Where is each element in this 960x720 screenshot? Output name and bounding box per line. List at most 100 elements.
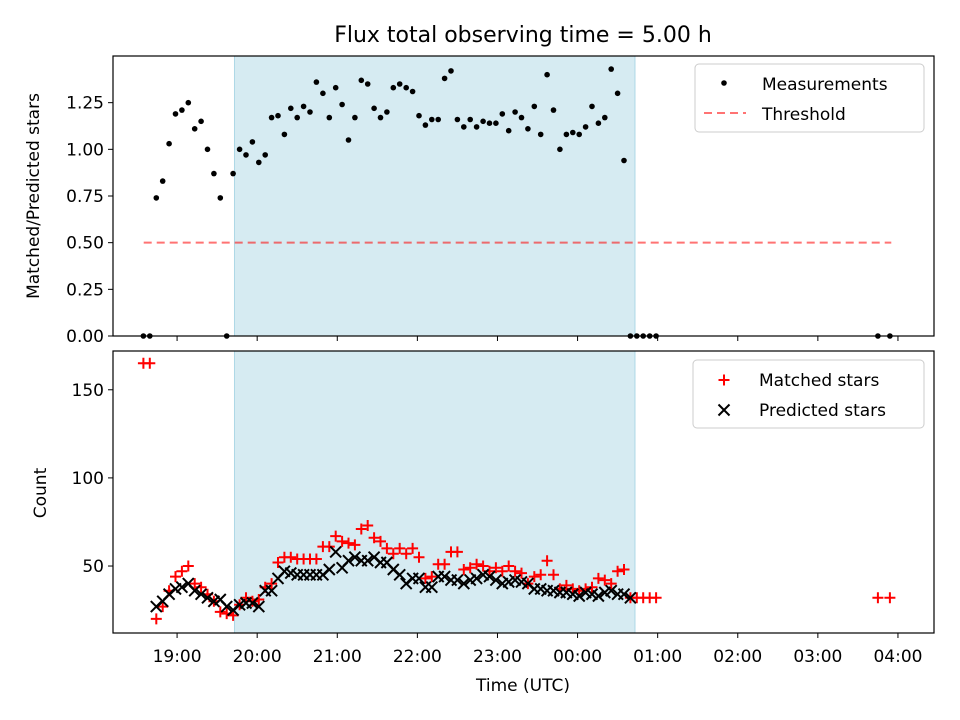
count-y-tick-label: 150	[72, 381, 104, 401]
ratio-panel: 0.00 0.25 0.50 0.75 1.00 1.25 Measurements Thre…	[66, 55, 935, 347]
matched-star-point	[560, 579, 572, 591]
measurement-point	[422, 122, 429, 128]
matched-star-point	[541, 555, 553, 567]
matched-star-point	[419, 572, 431, 584]
measurement-point	[461, 124, 467, 130]
measurement-point	[255, 159, 262, 166]
matched-star-point	[157, 601, 169, 613]
measurement-point	[614, 90, 621, 97]
predicted-star-point	[489, 573, 503, 587]
matched-star-point	[650, 592, 662, 604]
ratio-y-tick-label: 0.25	[66, 280, 104, 300]
predicted-star-point	[252, 600, 266, 613]
measurement-point	[345, 137, 352, 143]
measurement-point	[159, 178, 166, 184]
measurement-point	[377, 114, 384, 121]
count-x-tick-label: 00:00	[553, 647, 602, 667]
measurement-point	[512, 109, 518, 115]
measurement-point	[307, 109, 313, 115]
matched-star-point	[310, 553, 322, 565]
measurement-point	[179, 107, 185, 113]
matched-star-point	[368, 532, 380, 544]
measurement-point	[505, 127, 512, 134]
measurement-point	[384, 109, 390, 115]
matched-star-point	[407, 542, 419, 554]
measurement-point	[557, 146, 563, 153]
measurement-point	[493, 120, 499, 126]
measurement-point	[518, 114, 525, 121]
measurement-point	[211, 170, 217, 177]
matched-star-point	[605, 578, 617, 590]
legend-measurements-marker	[721, 80, 727, 86]
ratio-y-axis-label: Matched/Predicted stars	[24, 93, 44, 299]
measurement-point	[262, 152, 269, 158]
predicted-star-point	[323, 563, 336, 576]
measurement-point	[525, 126, 531, 132]
matched-star-point	[150, 613, 162, 625]
measurement-point	[230, 170, 236, 177]
measurement-point	[486, 120, 493, 126]
predicted-star-point	[246, 596, 259, 610]
measurement-point	[339, 101, 345, 108]
predicted-star-point	[329, 545, 342, 559]
ratio-observing-window	[233, 55, 636, 337]
matched-star-point	[509, 565, 521, 577]
legend-predicted-label: Predicted stars	[759, 401, 886, 421]
predicted-star-point	[617, 587, 631, 601]
measurement-point	[204, 146, 211, 153]
matched-star-point	[387, 548, 399, 560]
ratio-y-tick-label: 0.75	[66, 187, 104, 207]
measurement-point	[480, 118, 486, 125]
predicted-star-point	[438, 570, 451, 583]
predicted-star-point	[592, 589, 605, 603]
measurement-point	[396, 81, 403, 87]
legend-predicted-marker	[717, 403, 731, 417]
count-y-tick-label: 50	[82, 557, 104, 577]
x-axis-label: Time (UTC)	[475, 676, 570, 696]
count-x-tick-label: 23:00	[473, 647, 522, 667]
count-legend: Matched stars Predicted stars	[692, 359, 925, 429]
count-x-tick-label: 03:00	[793, 647, 842, 667]
predicted-star-point	[194, 587, 208, 601]
measurement-point	[582, 124, 589, 130]
predicted-star-point	[342, 554, 355, 567]
measurement-point	[300, 103, 307, 110]
matched-star-point	[362, 520, 374, 531]
measurement-point	[166, 140, 172, 147]
measurement-point	[275, 112, 281, 119]
matched-star-point	[144, 357, 156, 369]
measurement-point	[185, 99, 192, 106]
matched-star-point	[323, 541, 335, 553]
legend-threshold-label: Threshold	[761, 105, 846, 125]
matched-star-point	[182, 560, 194, 572]
predicted-star-point	[451, 573, 464, 587]
count-y-axis-label: Count	[31, 467, 51, 518]
predicted-star-point	[348, 550, 362, 564]
measurement-point	[249, 139, 256, 145]
count-x-tick-label: 01:00	[633, 647, 682, 667]
count-y-tick-label: 100	[72, 469, 104, 489]
ratio-legend: Measurements Threshold	[694, 63, 925, 133]
count-x-tick-label: 22:00	[393, 647, 442, 667]
measurement-point	[320, 90, 326, 97]
measurement-point	[499, 111, 506, 117]
ratio-y-tick-label: 1.00	[66, 140, 104, 160]
count-axes-frame	[112, 350, 935, 634]
measurement-point	[621, 157, 627, 164]
predicted-star-point	[393, 568, 406, 582]
measurement-point	[358, 77, 365, 84]
matched-star-point	[535, 569, 547, 581]
measurement-point	[364, 81, 371, 87]
measurement-point	[409, 88, 416, 95]
measurement-point	[217, 195, 224, 201]
matched-star-point	[439, 558, 451, 570]
matched-star-point	[355, 523, 367, 535]
figure-title: Flux total observing time = 5.00 h	[334, 23, 712, 48]
measurement-point	[550, 107, 557, 113]
ratio-axes-frame	[112, 55, 935, 337]
legend-measurements-label: Measurements	[762, 75, 888, 95]
count-x-tick-label: 21:00	[313, 647, 362, 667]
matched-star-point	[189, 578, 201, 590]
measurement-point	[531, 103, 538, 110]
